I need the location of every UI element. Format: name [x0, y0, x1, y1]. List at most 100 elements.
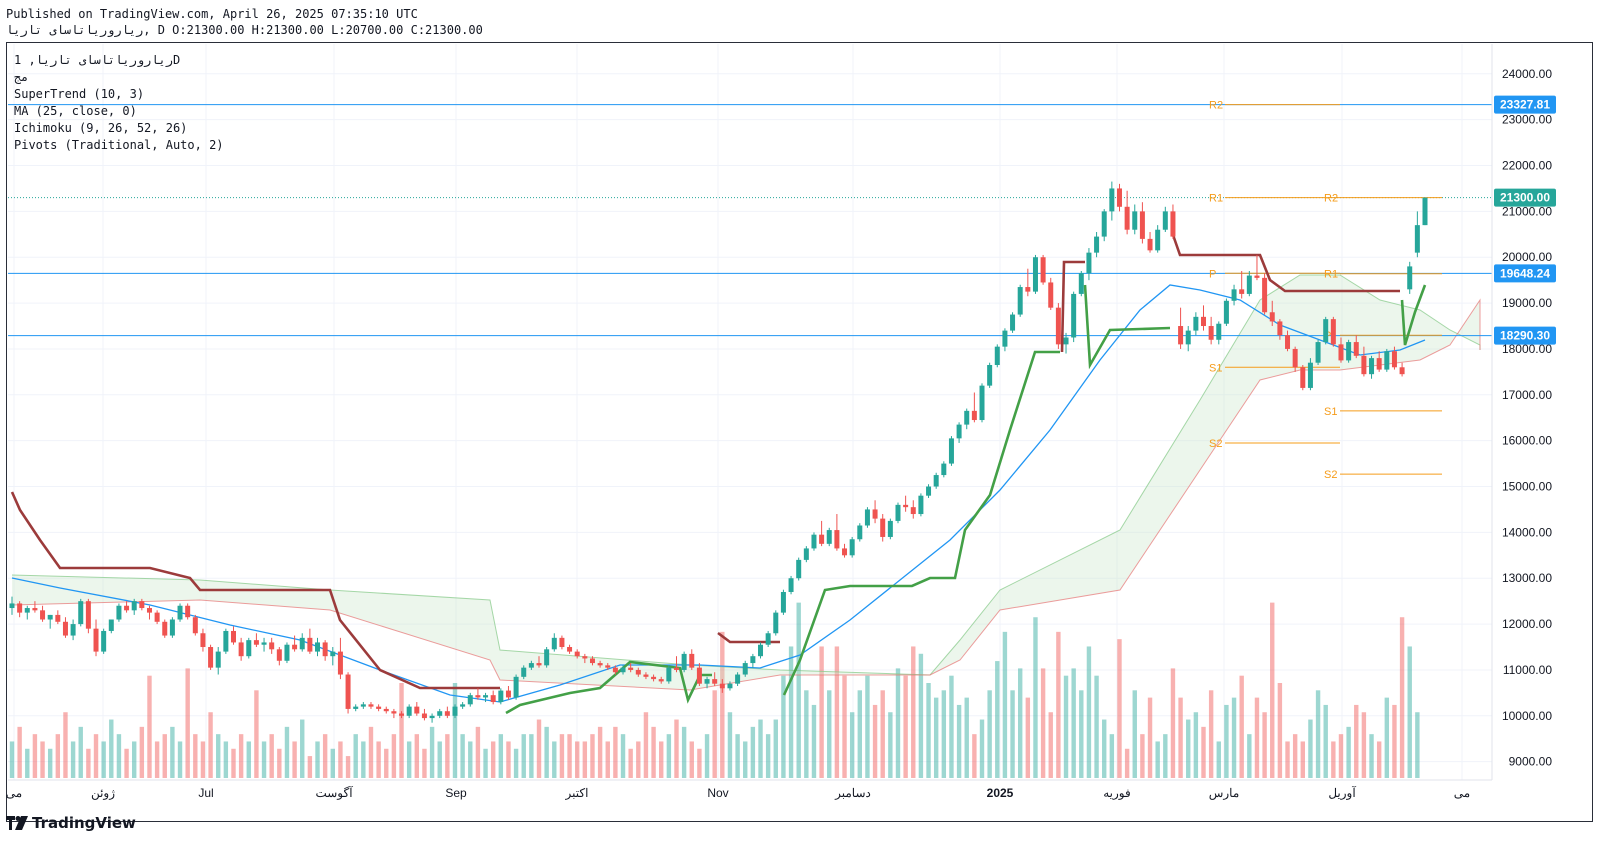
volume-bar: [1017, 668, 1023, 778]
candle-body: [948, 438, 954, 464]
candle-body: [704, 679, 710, 684]
candle-body: [299, 637, 305, 650]
volume-bar: [25, 748, 30, 778]
candle-body: [1369, 358, 1375, 375]
volume-bar: [674, 719, 679, 778]
price-tick-label: 23000.00: [1502, 113, 1552, 127]
candle-body: [567, 647, 573, 652]
volume-bar: [834, 646, 840, 778]
candle-body: [1147, 238, 1153, 251]
candle-body: [1048, 282, 1054, 308]
candle-body: [276, 649, 282, 661]
candle-body: [612, 667, 618, 673]
volume-bar: [1300, 741, 1305, 778]
candle-body: [673, 667, 679, 670]
candle-body: [230, 630, 236, 643]
volume-bar: [475, 726, 481, 778]
volume-bar: [1369, 734, 1374, 778]
candle-body: [498, 690, 504, 703]
price-tick-label: 16000.00: [1502, 434, 1552, 448]
price-label-box: [1494, 264, 1556, 283]
candle-body: [796, 559, 802, 579]
volume-bar: [437, 741, 442, 778]
volume-bar: [17, 726, 22, 778]
candle-body: [1208, 326, 1214, 340]
legend-pivots[interactable]: Pivots (Traditional, Auto, 2): [14, 138, 224, 152]
candle-body: [353, 706, 359, 709]
volume-bar: [284, 726, 290, 778]
volume-bar: [941, 690, 947, 778]
pivot-label: S1: [1324, 406, 1337, 418]
pivot-label: R2: [1324, 193, 1338, 205]
candle-body: [857, 525, 863, 540]
candle-body: [1330, 319, 1336, 345]
volume-bar: [506, 741, 511, 778]
time-tick-label: فوریه: [1103, 786, 1131, 800]
volume-bar: [1270, 602, 1275, 778]
volume-bar: [735, 734, 740, 778]
candle-body: [1246, 275, 1252, 294]
supertrend-up-line: [782, 350, 1060, 696]
candle-body: [360, 704, 366, 707]
candle-body: [1353, 342, 1359, 356]
volume-bar: [987, 690, 992, 778]
volume-bar: [849, 712, 855, 778]
candle-body: [544, 649, 550, 666]
volume-bar: [727, 712, 733, 778]
volume-bar: [804, 690, 809, 778]
time-tick-label: آگوست: [315, 785, 353, 800]
price-tick-label: 15000.00: [1502, 480, 1552, 494]
candle-body: [47, 614, 53, 620]
candle-body: [269, 642, 275, 650]
volume-bar: [452, 683, 458, 778]
candle-body: [452, 706, 458, 716]
volume-bar: [1308, 719, 1313, 778]
tradingview-logo[interactable]: TradingView: [6, 814, 136, 832]
candle-body: [253, 640, 259, 645]
volume-bar: [750, 726, 756, 778]
legend-supertrend[interactable]: SuperTrend (10, 3): [14, 87, 145, 101]
candle-body: [605, 665, 611, 668]
volume-bar: [796, 602, 801, 778]
pivot-label: R1: [1209, 193, 1223, 205]
price-tick-label: 21000.00: [1502, 204, 1552, 218]
volume-bar: [979, 719, 985, 778]
volume-bar: [445, 734, 450, 778]
volume-bar: [1079, 690, 1084, 778]
candle-body: [238, 642, 244, 657]
volume-bar: [300, 719, 305, 778]
volume-bar: [1239, 675, 1244, 778]
volume-bar: [93, 734, 99, 778]
price-label-text: 19648.24: [1500, 266, 1550, 280]
volume-bar: [124, 748, 129, 778]
candle-body: [834, 530, 840, 549]
candle-body: [1223, 300, 1229, 324]
candle-body: [192, 617, 198, 634]
volume-bar: [1224, 704, 1229, 778]
volume-bar: [620, 734, 626, 778]
candle-body: [1338, 344, 1344, 361]
candle-body: [101, 630, 107, 652]
candle-body: [215, 651, 221, 668]
legend-symbol[interactable]: ریاروریاتاسای تاریا, 1D: [14, 53, 181, 67]
supertrend-up-line: [1083, 284, 1171, 370]
legend-subtitle: مج: [14, 70, 29, 84]
volume-bar: [147, 675, 152, 778]
volume-bar: [1056, 631, 1061, 778]
legend-ichimoku[interactable]: Ichimoku (9, 26, 52, 26): [14, 121, 188, 135]
candle-body: [9, 603, 15, 609]
candle-body: [40, 610, 46, 620]
volume-bar: [406, 741, 412, 778]
volume-bar: [1354, 704, 1359, 778]
volume-bar: [154, 741, 160, 778]
candle-body: [467, 695, 473, 705]
candle-body: [735, 674, 741, 684]
candle-body: [1262, 277, 1268, 313]
candle-body: [1032, 257, 1038, 292]
chart-frame[interactable]: [6, 42, 1593, 822]
volume-bar: [1140, 734, 1145, 778]
legend-ma[interactable]: MA (25, close, 0): [14, 104, 137, 118]
candle-body: [681, 653, 687, 670]
candle-body: [1239, 289, 1245, 294]
